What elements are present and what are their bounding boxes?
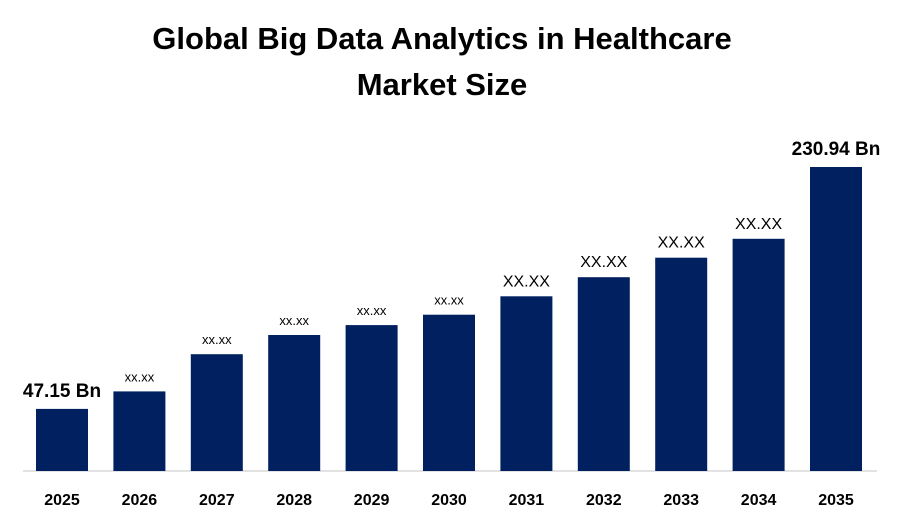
bar-2034 <box>732 238 785 471</box>
x-tick-label-2030: 2030 <box>431 492 467 509</box>
x-tick-label-2029: 2029 <box>354 492 390 509</box>
data-label-2034: XX.XX <box>735 216 782 233</box>
bar-2029 <box>345 325 398 471</box>
bar-2035 <box>810 167 862 471</box>
bar-2026 <box>113 391 166 471</box>
data-label-2030: xx.xx <box>434 293 464 308</box>
data-label-2027: xx.xx <box>202 332 232 347</box>
data-label-2033: XX.XX <box>658 235 705 252</box>
bar-2025 <box>36 408 88 471</box>
chart-title: Global Big Data Analytics in Healthcare … <box>0 16 884 108</box>
data-label-2029: xx.xx <box>357 303 387 318</box>
x-tick-label-2034: 2034 <box>741 492 777 509</box>
data-labels-group: 47.15 Bn xx.xx xx.xx xx.xx xx.xx xx.xx XX.XX XX… <box>23 139 880 402</box>
x-tick-label-2027: 2027 <box>199 492 235 509</box>
x-tick-label-2031: 2031 <box>509 492 545 509</box>
x-tick-label-2032: 2032 <box>586 492 622 509</box>
x-tick-label-2025: 2025 <box>44 492 80 509</box>
x-tick-label-2035: 2035 <box>818 492 854 509</box>
bar-2033 <box>655 257 708 471</box>
bar-2030 <box>423 314 475 471</box>
bar-2027 <box>190 354 243 471</box>
bars-group <box>36 167 862 471</box>
x-tick-labels-group: 2025 2026 2027 2028 2029 2030 2031 2032 2033 2034… <box>44 492 854 509</box>
x-tick-label-2026: 2026 <box>122 492 158 509</box>
chart-title-line-2: Market Size <box>356 67 528 102</box>
data-label-2028: xx.xx <box>279 313 309 328</box>
x-tick-label-2028: 2028 <box>276 492 312 509</box>
data-label-2032: XX.XX <box>580 254 627 271</box>
chart-title-line-1: Global Big Data Analytics in Healthcare <box>152 21 732 56</box>
data-label-2025: 47.15 Bn <box>23 381 101 402</box>
bar-2032 <box>577 277 630 471</box>
x-tick-label-2033: 2033 <box>663 492 699 509</box>
bar-2031 <box>500 296 553 471</box>
data-label-2035: 230.94 Bn <box>792 139 881 160</box>
data-label-2026: xx.xx <box>125 369 155 384</box>
data-label-2031: XX.XX <box>503 273 550 290</box>
bar-2028 <box>268 335 321 471</box>
